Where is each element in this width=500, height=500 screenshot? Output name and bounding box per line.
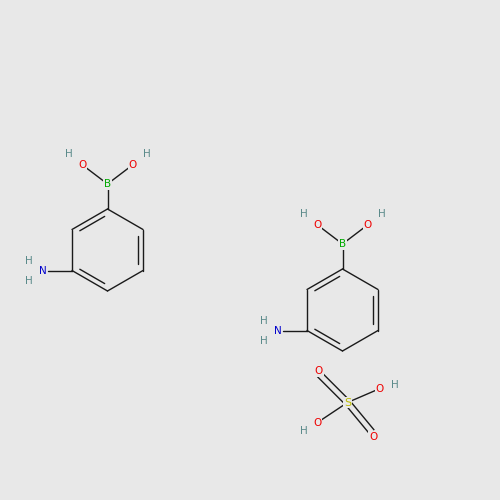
Text: H: H (300, 209, 308, 219)
Text: H: H (391, 380, 399, 390)
Text: O: O (376, 384, 384, 394)
Text: O: O (369, 432, 377, 442)
Text: B: B (104, 179, 111, 189)
Text: H: H (25, 256, 33, 266)
Text: O: O (314, 418, 322, 428)
Text: O: O (315, 366, 323, 376)
Text: S: S (344, 398, 351, 407)
Text: N: N (39, 266, 47, 276)
Text: O: O (128, 160, 136, 170)
Text: H: H (25, 276, 33, 285)
Text: H: H (64, 149, 72, 159)
Text: O: O (314, 220, 322, 230)
Text: H: H (260, 336, 268, 345)
Text: O: O (364, 220, 372, 230)
Text: H: H (378, 209, 386, 219)
Text: H: H (260, 316, 268, 326)
Text: H: H (300, 426, 308, 436)
Text: H: H (142, 149, 150, 159)
Text: B: B (339, 239, 346, 249)
Text: N: N (274, 326, 282, 336)
Text: O: O (78, 160, 86, 170)
